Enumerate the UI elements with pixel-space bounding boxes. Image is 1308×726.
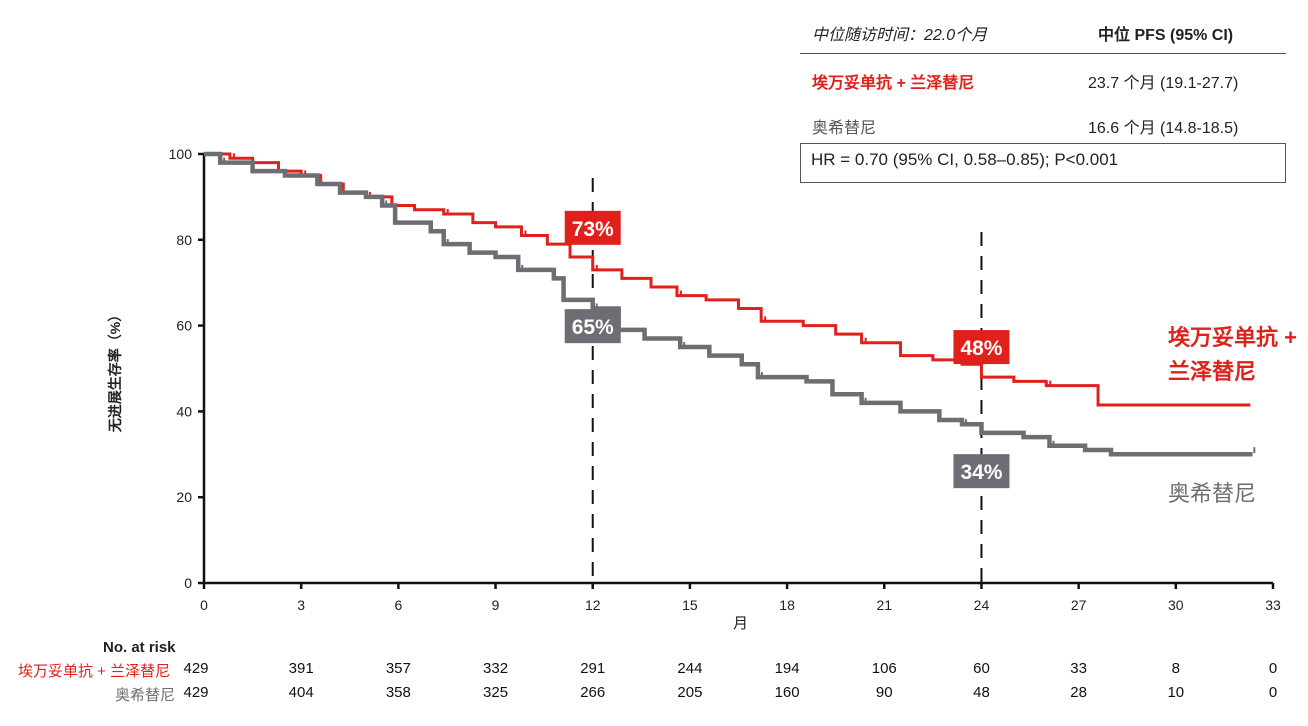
x-tick-label: 24	[974, 597, 990, 613]
at-risk-value: 325	[483, 684, 509, 701]
x-tick-label: 12	[585, 597, 601, 613]
at-risk-value: 357	[385, 660, 411, 677]
at-risk-value: 429	[183, 684, 209, 701]
x-tick-label: 15	[682, 597, 698, 613]
km-curve-osimertinib	[204, 151, 1253, 457]
at-risk-value: 8	[1171, 660, 1180, 677]
y-tick-label: 80	[176, 232, 192, 248]
at-risk-value: 244	[677, 660, 703, 677]
at-risk-value: 0	[1268, 660, 1278, 677]
at-risk-name-osi: 奥希替尼	[115, 687, 176, 704]
annotation-label: 48%	[960, 337, 1002, 360]
row-name-combo: 埃万妥单抗 + 兰泽替尼	[812, 75, 975, 92]
row-value-osi: 16.6 个月 (14.8-18.5)	[1088, 120, 1239, 137]
at-risk-value: 10	[1167, 684, 1185, 701]
row-name-osi: 奥希替尼	[812, 120, 877, 137]
at-risk-value: 266	[580, 684, 606, 701]
at-risk-value: 391	[288, 660, 314, 677]
y-tick-label: 20	[176, 489, 192, 505]
x-axis-label: 月	[733, 615, 749, 632]
y-tick-label: 100	[169, 146, 193, 162]
at-risk-value: 194	[774, 660, 800, 677]
annotation-label: 34%	[960, 461, 1002, 484]
at-risk-value: 429	[183, 660, 209, 677]
x-tick-label: 27	[1071, 597, 1087, 613]
end-label-combo-1: 埃万妥单抗 +	[1168, 325, 1297, 350]
annotation-box	[953, 330, 1010, 365]
y-axis-label: 无进展生存率（%）	[107, 307, 123, 433]
x-tick-label: 6	[394, 597, 402, 613]
annotation-box	[564, 210, 621, 245]
hr-box: HR = 0.70 (95% CI, 0.58–0.85); P<0.001	[800, 143, 1286, 183]
pfs-header: 中位 PFS (95% CI)	[1098, 27, 1234, 44]
at-risk-value: 404	[288, 684, 314, 701]
at-risk-value: 358	[385, 684, 411, 701]
y-tick-label: 60	[176, 318, 192, 334]
table-divider	[800, 53, 1286, 54]
at-risk-value: 33	[1070, 660, 1087, 677]
x-tick-label: 3	[297, 597, 305, 613]
x-tick-label: 0	[200, 597, 208, 613]
at-risk-value: 60	[973, 660, 990, 677]
x-tick-label: 21	[876, 597, 892, 613]
y-tick-label: 40	[176, 403, 192, 419]
x-tick-label: 9	[492, 597, 500, 613]
annotation-box	[953, 454, 1010, 489]
x-tick-label: 30	[1168, 597, 1184, 613]
at-risk-value: 291	[580, 660, 606, 677]
x-tick-label: 33	[1265, 597, 1281, 613]
at-risk-value: 332	[483, 660, 509, 677]
annotation-box	[564, 309, 621, 344]
at-risk-value: 90	[875, 684, 893, 701]
at-risk-value: 106	[871, 660, 897, 677]
annotation-label: 65%	[572, 316, 614, 339]
at-risk-value: 28	[1070, 684, 1087, 701]
at-risk-name-combo: 埃万妥单抗 + 兰泽替尼	[18, 663, 171, 680]
at-risk-value: 48	[973, 684, 990, 701]
end-label-combo-2: 兰泽替尼	[1168, 359, 1257, 384]
x-tick-label: 18	[779, 597, 795, 613]
at-risk-value: 0	[1268, 684, 1278, 701]
followup-text: 中位随访时间：22.0个月	[812, 27, 988, 44]
end-label-osi: 奥希替尼	[1168, 481, 1257, 506]
y-tick-label: 0	[184, 575, 192, 591]
annotation-label: 73%	[572, 218, 614, 241]
at-risk-value: 160	[774, 684, 800, 701]
row-value-combo: 23.7 个月 (19.1-27.7)	[1088, 75, 1239, 92]
at-risk-title: No. at risk	[103, 639, 176, 656]
at-risk-value: 205	[677, 684, 703, 701]
